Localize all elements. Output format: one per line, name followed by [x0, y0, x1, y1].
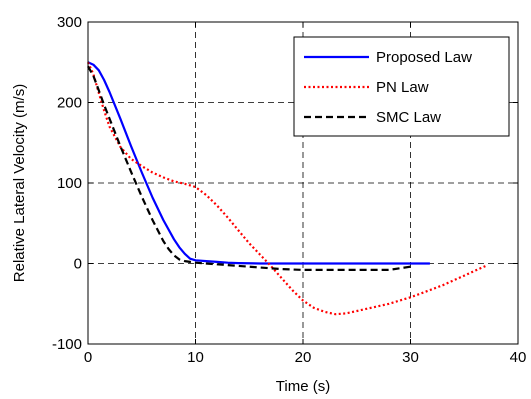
y-tick-label: 200 — [57, 95, 82, 112]
legend-label: SMC Law — [376, 109, 441, 126]
y-tick-label: -100 — [52, 336, 82, 353]
x-tick-label: 10 — [187, 349, 204, 366]
series-line-proposed-law — [87, 61, 430, 265]
y-tick-label: 0 — [74, 256, 82, 273]
y-axis-label: Relative Lateral Velocity (m/s) — [11, 84, 28, 282]
series-line-pn-law — [86, 61, 487, 316]
legend-label: PN Law — [376, 79, 429, 96]
legend-label: Proposed Law — [376, 49, 472, 66]
x-tick-label: 30 — [402, 349, 419, 366]
x-tick-label: 20 — [295, 349, 312, 366]
x-axis-label: Time (s) — [276, 378, 330, 395]
x-tick-label: 40 — [510, 349, 527, 366]
legend-box — [293, 36, 510, 137]
series-line-smc-law — [87, 65, 411, 271]
y-tick-label: 300 — [57, 14, 82, 31]
legend: Proposed Law PN Law SMC Law — [293, 36, 510, 137]
x-tick-label: 0 — [84, 349, 92, 366]
series-layer — [86, 61, 487, 316]
y-tick-label: 100 — [57, 175, 82, 192]
